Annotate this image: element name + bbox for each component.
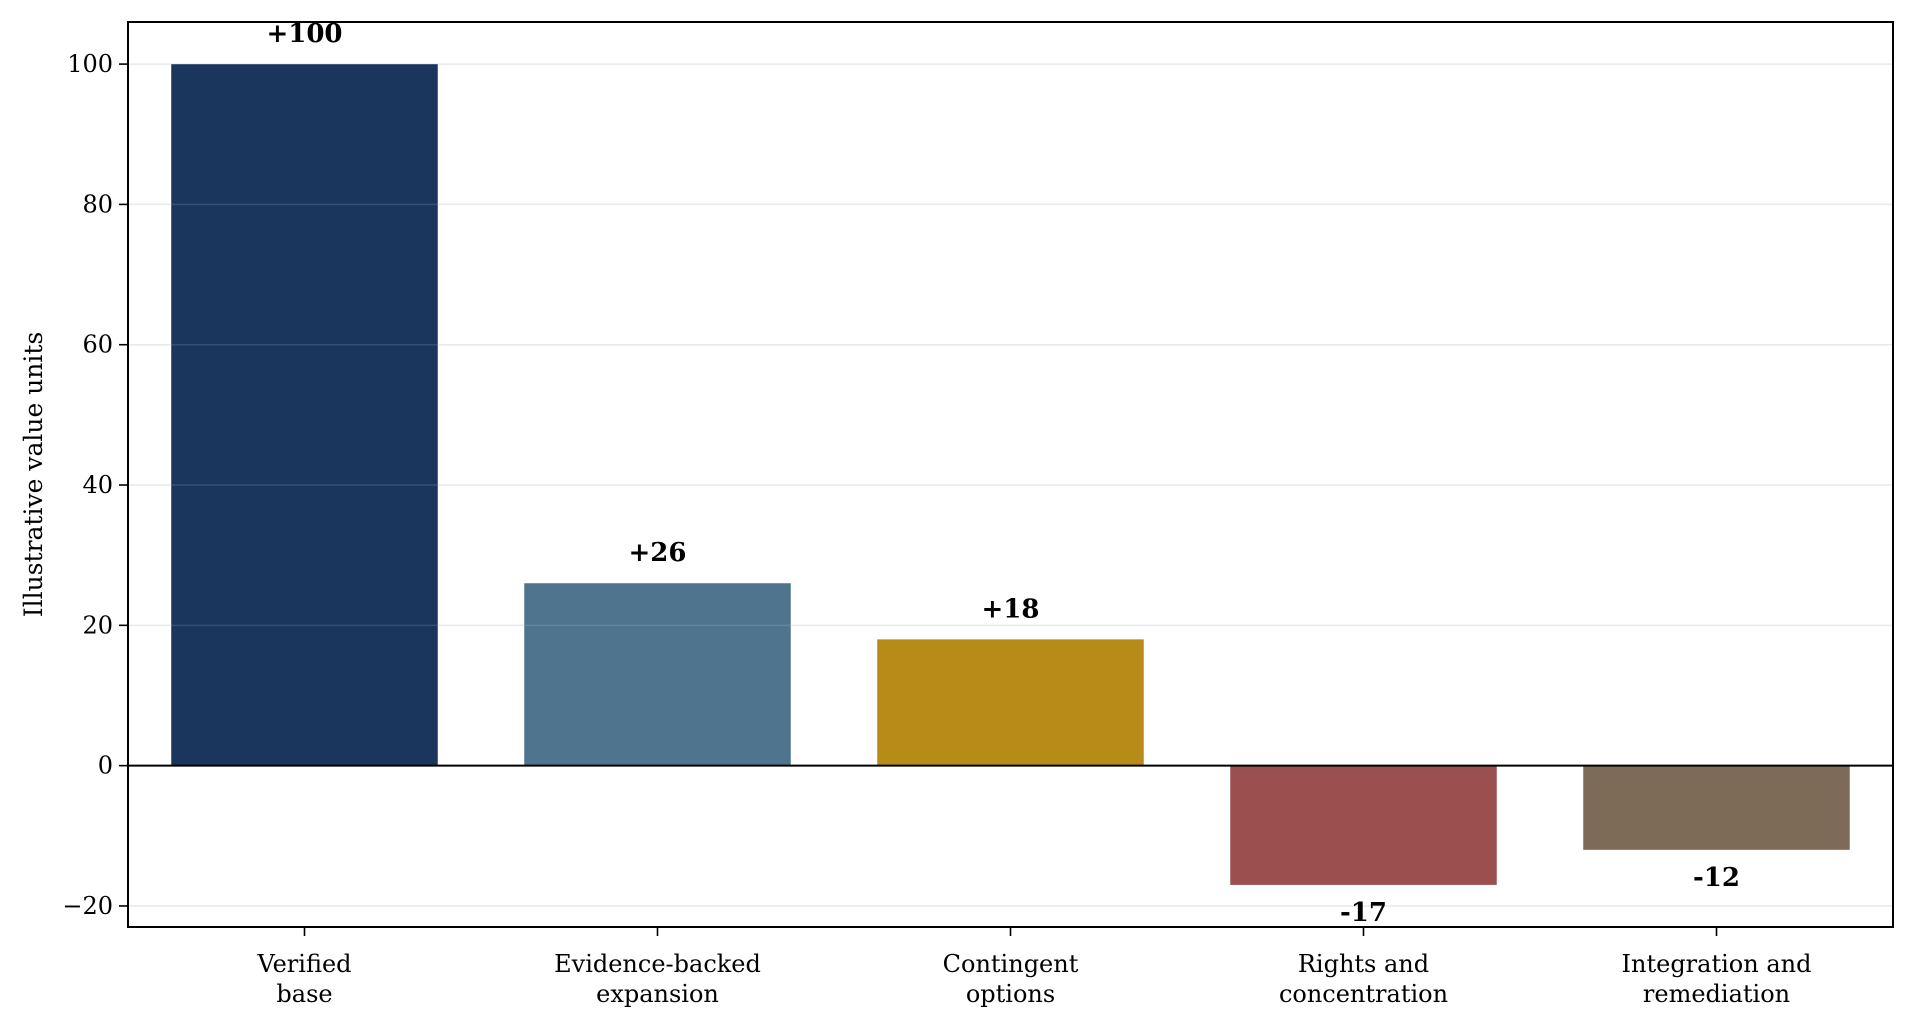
bar xyxy=(171,64,438,766)
y-tick-label: 100 xyxy=(67,50,113,78)
x-tick-label-line: Contingent xyxy=(943,950,1079,978)
x-tick-label: Evidence-backed expansion xyxy=(554,950,761,1008)
x-tick-label-line: options xyxy=(966,980,1055,1008)
x-tick-label: Rights and concentration xyxy=(1279,950,1448,1008)
x-tick-label: Contingent options xyxy=(943,950,1079,1008)
x-tick-label-line: remediation xyxy=(1643,980,1790,1008)
data-labels: +100 +26 +18 -17 -12 xyxy=(266,19,1740,928)
x-axis-ticks: Verified base Evidence-backed expansion Cont… xyxy=(256,927,1811,1008)
x-tick-label-line: Rights and xyxy=(1298,950,1429,978)
x-tick-label-line: Integration and xyxy=(1622,950,1812,978)
y-tick-label: 0 xyxy=(98,752,113,780)
x-tick-label-line: concentration xyxy=(1279,980,1448,1008)
bar xyxy=(1583,765,1850,850)
data-label: -17 xyxy=(1340,898,1387,928)
bar xyxy=(1230,765,1497,885)
y-tick-label: 20 xyxy=(82,611,113,639)
bars xyxy=(128,63,1893,907)
y-axis-ticks: −20 0 20 40 60 80 100 xyxy=(62,50,128,920)
y-axis-title: Illustrative value units xyxy=(19,332,48,618)
data-label: +18 xyxy=(982,594,1040,624)
y-tick-label: 40 xyxy=(82,471,113,499)
x-tick-label-line: Verified xyxy=(256,950,351,978)
x-tick-label-line: Evidence-backed xyxy=(554,950,761,978)
x-tick-label-line: expansion xyxy=(596,980,719,1008)
data-label: -12 xyxy=(1693,863,1740,893)
y-tick-label: 80 xyxy=(82,190,113,218)
data-label: +100 xyxy=(266,19,342,49)
bar xyxy=(524,583,791,766)
y-tick-label: −20 xyxy=(62,892,113,920)
x-tick-label: Integration and remediation xyxy=(1622,950,1812,1008)
y-tick-label: 60 xyxy=(82,331,113,359)
x-tick-label: Verified base xyxy=(256,950,351,1008)
x-tick-label-line: base xyxy=(276,980,332,1008)
data-label: +26 xyxy=(629,538,687,568)
bar xyxy=(877,639,1144,766)
